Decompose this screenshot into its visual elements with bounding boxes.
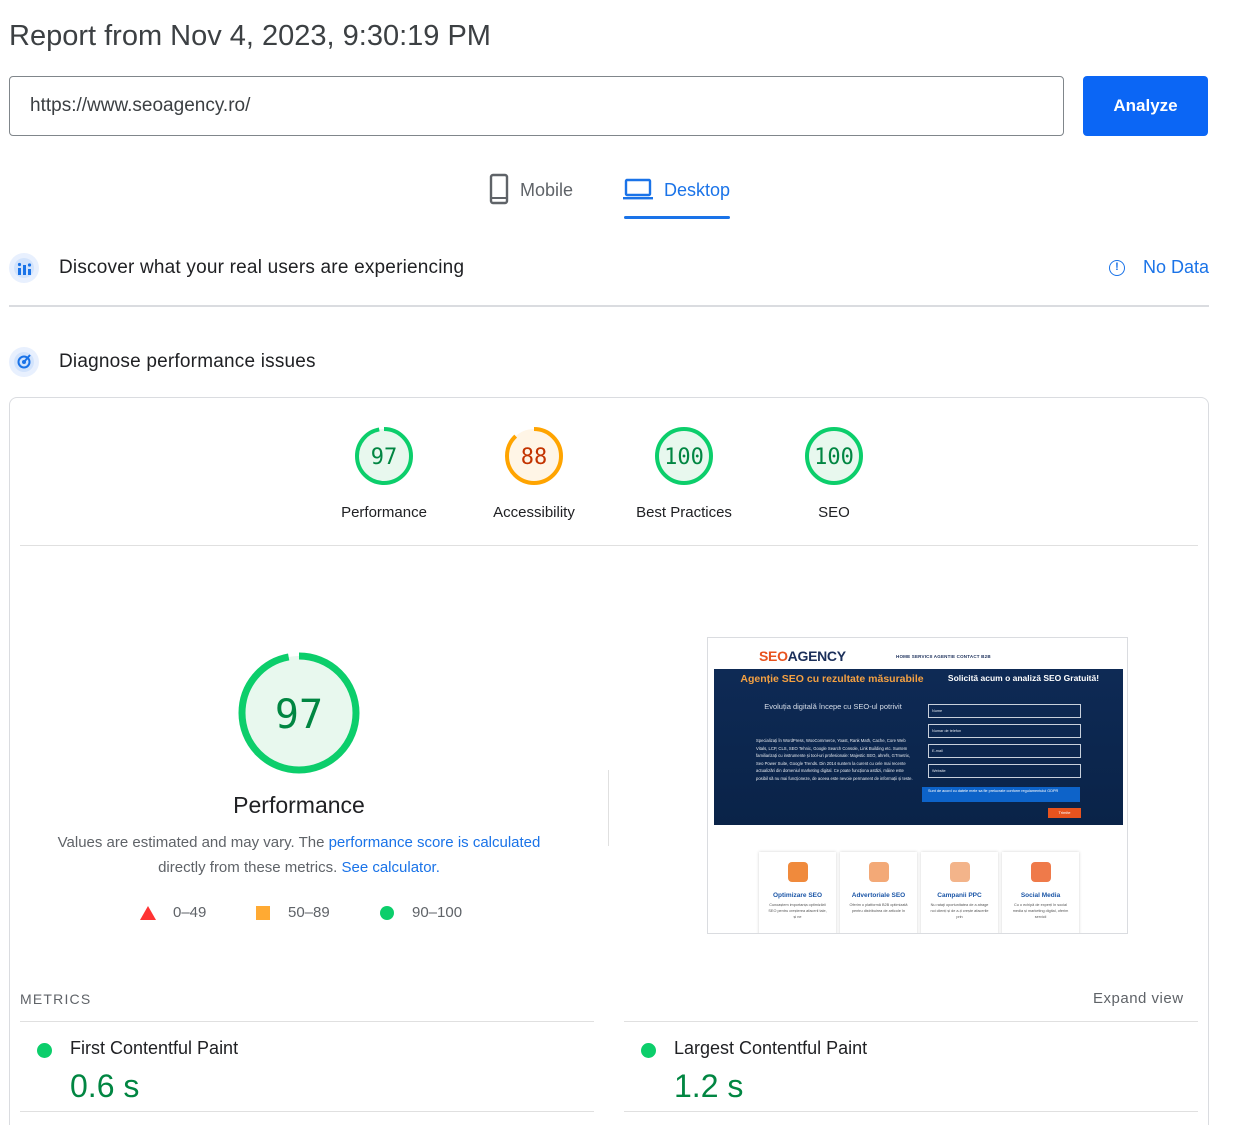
metrics-divider [20,1111,594,1112]
legend-average-label: 50–89 [288,904,330,921]
screenshot-nav: HOME SERVICII AGENTIE CONTACT B2B [896,654,991,659]
screenshot-submit: Trimite [1048,808,1081,818]
metrics-divider [624,1111,1198,1112]
category-score: 100 [664,445,704,470]
info-icon: ! [1108,259,1125,276]
vertical-separator [608,770,609,846]
report-title: Report from Nov 4, 2023, 9:30:19 PM [9,20,491,52]
ppc-icon [949,862,970,882]
active-tab-indicator [624,216,730,219]
no-data-label: No Data [1142,257,1209,277]
screenshot-logo: SEOAGENCY [759,648,846,664]
expand-view-toggle[interactable]: Expand view [1093,990,1184,1007]
metric-fcp-name: First Contentful Paint [70,1038,239,1058]
url-input[interactable]: https://www.seoagency.ro/ [9,76,1064,136]
desc-mid: directly from these metrics. [158,859,342,876]
metric-lcp-name: Largest Contentful Paint [674,1038,868,1058]
screenshot-field: E-mail [928,744,1081,758]
social-media-icon [1030,862,1051,882]
screenshot-gdpr: Sunt de acord cu datele mele sa fie prel… [922,787,1080,802]
legend-pass: 90–100 [380,904,462,921]
gauge-seo[interactable]: 100 SEO [774,424,894,521]
screenshot-hero: Agenție SEO cu rezultate măsurabile Evol… [714,669,1123,825]
desc-prefix: Values are estimated and may vary. The [57,834,329,851]
pass-circle-icon [641,1043,656,1058]
screenshot-hero-subtitle: Evoluția digitală începe cu SEO-ul potri… [764,702,902,711]
lab-data-title: Diagnose performance issues [59,351,316,372]
performance-title: Performance [233,792,365,818]
screenshot-hero-list: Specializați în WordPress, WooCommerce, … [756,738,913,781]
gauge-best-practices[interactable]: 100 Best Practices [624,424,744,521]
legend-pass-label: 90–100 [412,904,463,921]
advertorial-icon [868,862,889,882]
screenshot-service-card: Advertoriale SEO Oferim o platformă B2B … [840,852,917,933]
screenshot-field: Nume [928,704,1081,718]
score-ring: 100 [805,427,863,485]
square-icon [256,905,270,920]
score-ring: 100 [655,427,713,485]
analyze-button[interactable]: Analyze [1083,76,1208,136]
legend-average: 50–89 [256,904,330,921]
screenshot-hero-title: Agenție SEO cu rezultate măsurabile [740,673,924,685]
gauge-performance[interactable]: 97 Performance [324,424,444,521]
category-score: 88 [521,445,548,470]
screenshot-service-card: Campanii PPC Nu rataţi oportunitatea de … [921,852,998,933]
pass-circle-icon [37,1043,52,1058]
screenshot-field: Website [928,764,1081,778]
performance-score-link[interactable]: performance score is calculated [328,834,541,851]
performance-description: Values are estimated and may vary. The p… [40,830,558,880]
see-calculator-link[interactable]: See calculator. [341,859,440,876]
screenshot-form-title: Solicită acum o analiză SEO Gratuită! [947,673,1100,683]
screenshot-service-card: Optimizare SEO Cunoaștem importanța opti… [759,852,836,933]
legend-fail-label: 0–49 [173,904,207,921]
smartphone-icon [488,172,510,211]
gauges-divider [20,545,1198,546]
category-score: 100 [814,445,854,470]
category-score: 97 [371,445,398,470]
metrics-divider [20,1021,594,1022]
score-ring: 88 [505,427,563,485]
category-label: SEO [818,504,850,521]
screenshot-field: Numar de telefon [928,724,1081,738]
performance-big-score: 97 [275,692,323,738]
performance-big-gauge: 97 [237,651,361,780]
gauge-accessibility[interactable]: 88 Accessibility [474,424,594,521]
page-screenshot: SEOAGENCY HOME SERVICII AGENTIE CONTACT … [707,637,1128,934]
metrics-divider [624,1021,1198,1022]
category-label: Performance [341,504,427,521]
field-data-title: Discover what your real users are experi… [59,257,465,278]
tab-desktop-label: Desktop [664,180,731,200]
lab-data-section: Diagnose performance issues [9,342,1209,382]
tab-desktop[interactable]: Desktop [622,172,730,220]
metric-fcp-value: 0.6 s [70,1068,140,1104]
category-label: Accessibility [493,504,575,521]
diagnose-gauge-icon [9,347,39,377]
globe-icon [787,862,808,882]
tab-mobile-label: Mobile [520,180,574,200]
section-divider [9,305,1209,307]
triangle-icon [140,905,156,920]
field-data-section: Discover what your real users are experi… [9,248,1209,288]
screenshot-service-card: Social Media Cu o echipă de experți în s… [1002,852,1079,933]
tab-mobile[interactable]: Mobile [488,172,573,220]
category-label: Best Practices [636,504,732,521]
no-data-status[interactable]: ! No Data [1108,257,1209,278]
score-ring: 97 [355,427,413,485]
metrics-heading: METRICS [20,991,92,1007]
laptop-icon [622,172,654,209]
metric-lcp-value: 1.2 s [674,1068,744,1104]
circle-icon [380,905,394,920]
report-card [9,397,1209,1125]
legend-fail: 0–49 [140,904,206,921]
users-chart-icon [9,253,39,283]
